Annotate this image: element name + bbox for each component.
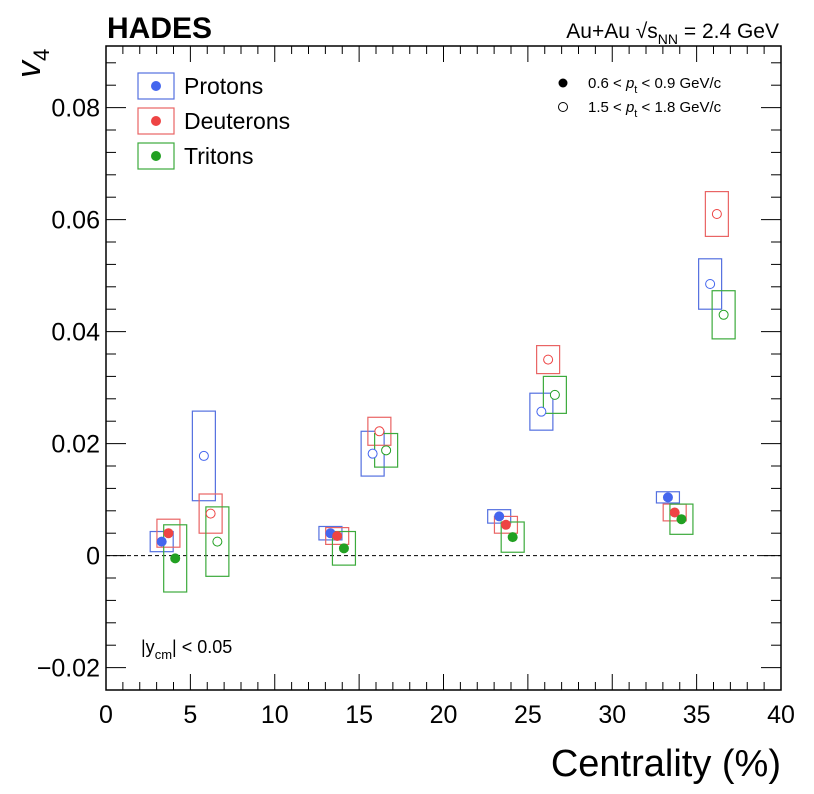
rapidity-cut-label: |ycm| < 0.05 (141, 637, 232, 662)
tritons-low_pt-sys-box (669, 503, 694, 535)
y-axis-label: v4 (10, 49, 54, 78)
pt-legend-filled-marker (558, 78, 568, 88)
protons-low_pt-point (662, 492, 673, 503)
tritons-high_pt-point (549, 389, 560, 400)
protons-high_pt-sys-box (529, 392, 554, 431)
tritons-low_pt-point (676, 514, 687, 525)
deuterons-high_pt-sys-box (536, 345, 561, 375)
tritons-low_pt-point (507, 532, 518, 543)
pt-legend: 0.6 < pt < 0.9 GeV/c 1.5 < pt < 1.8 GeV/… (558, 75, 722, 120)
deuterons-low_pt-sys-box (325, 526, 350, 545)
y-tick-label: 0.06 (51, 207, 100, 235)
tritons-high_pt-sys-box (711, 290, 736, 340)
x-tick-label: 20 (430, 701, 458, 729)
s-letter: s (647, 20, 658, 43)
deuterons-low_pt-sys-box (493, 515, 519, 534)
legend-tritons-box (137, 142, 175, 170)
deuterons-high_pt-sys-box (704, 191, 729, 238)
tritons-high_pt-sys-box (205, 506, 230, 577)
pt-legend-open-marker (558, 102, 568, 112)
y-tick-label: 0.02 (51, 431, 100, 459)
y-tick-label: −0.02 (37, 655, 100, 683)
x-tick-label: 25 (514, 701, 542, 729)
y-tick-label: 0.04 (51, 319, 100, 347)
legend-tritons-label: Tritons (184, 143, 253, 169)
tritons-low_pt-point (170, 553, 181, 564)
tritons-high_pt-point (381, 445, 392, 456)
legend-deuterons-box (137, 107, 175, 135)
legend-protons-label: Protons (184, 73, 263, 99)
protons-low_pt-sys-box (318, 525, 343, 541)
x-axis-label: Centrality (%) (551, 743, 781, 785)
protons-low_pt-sys-box (149, 530, 174, 553)
protons-high_pt-point (705, 279, 716, 289)
deuterons-high_pt-sys-box (367, 416, 392, 446)
experiment-label: HADES (107, 12, 212, 45)
y-axis-subscript: 4 (29, 49, 54, 61)
protons-high_pt-point (198, 450, 209, 461)
x-tick-label: 15 (345, 701, 373, 729)
deuterons-low_pt-point (163, 528, 174, 539)
x-tick-label: 30 (598, 701, 626, 729)
s-subscript: NN (658, 31, 678, 47)
x-tick-label: 40 (767, 701, 795, 729)
legend-protons-marker (151, 81, 161, 91)
tritons-low_pt-sys-box (500, 521, 525, 553)
deuterons-low_pt-sys-box (156, 518, 181, 548)
protons-low_pt-sys-box (655, 491, 681, 504)
y-tick-label: 0 (86, 543, 100, 571)
tritons-low_pt-point (338, 543, 349, 554)
x-tick-label: 0 (99, 701, 113, 729)
protons-high_pt-sys-box (191, 410, 216, 502)
system-prefix: Au+Au (566, 20, 635, 43)
legend-deuterons-marker (151, 116, 161, 126)
sqrt-symbol: √ (636, 20, 648, 43)
x-tick-label: 35 (683, 701, 711, 729)
pt-legend-low: 0.6 < pt < 0.9 GeV/c (588, 75, 722, 96)
deuterons-low_pt-point (669, 507, 680, 518)
system-suffix: = 2.4 GeV (678, 20, 779, 43)
species-legend: Protons Deuterons Tritons (137, 72, 290, 170)
deuterons-high_pt-point (711, 209, 722, 219)
y-axis-symbol: v (10, 59, 48, 78)
legend-tritons-marker (151, 151, 161, 161)
tritons-high_pt-point (718, 309, 729, 320)
tritons-low_pt-sys-box (163, 524, 188, 593)
collision-system-label: Au+Au √sNN = 2.4 GeV (566, 20, 779, 47)
deuterons-high_pt-point (543, 354, 554, 365)
y-tick-label: 0.08 (51, 95, 100, 123)
deuterons-high_pt-point (205, 508, 216, 519)
deuterons-low_pt-point (332, 531, 343, 541)
tritons-low_pt-sys-box (331, 530, 357, 566)
tritons-high_pt-point (212, 536, 223, 547)
x-tick-label: 10 (261, 701, 289, 729)
deuterons-high_pt-point (374, 426, 385, 437)
protons-low_pt-point (156, 536, 167, 547)
protons-low_pt-point (494, 511, 505, 522)
deuterons-low_pt-point (500, 519, 511, 530)
deuterons-high_pt-sys-box (198, 493, 223, 534)
x-tick-label: 5 (183, 701, 197, 729)
pt-legend-high: 1.5 < pt < 1.8 GeV/c (588, 99, 722, 120)
protons-high_pt-sys-box (698, 258, 723, 310)
legend-protons-box (137, 72, 175, 100)
tritons-high_pt-sys-box (542, 375, 567, 414)
protons-high_pt-point (367, 448, 378, 459)
legend-deuterons-label: Deuterons (184, 108, 290, 134)
protons-high_pt-point (536, 406, 547, 417)
